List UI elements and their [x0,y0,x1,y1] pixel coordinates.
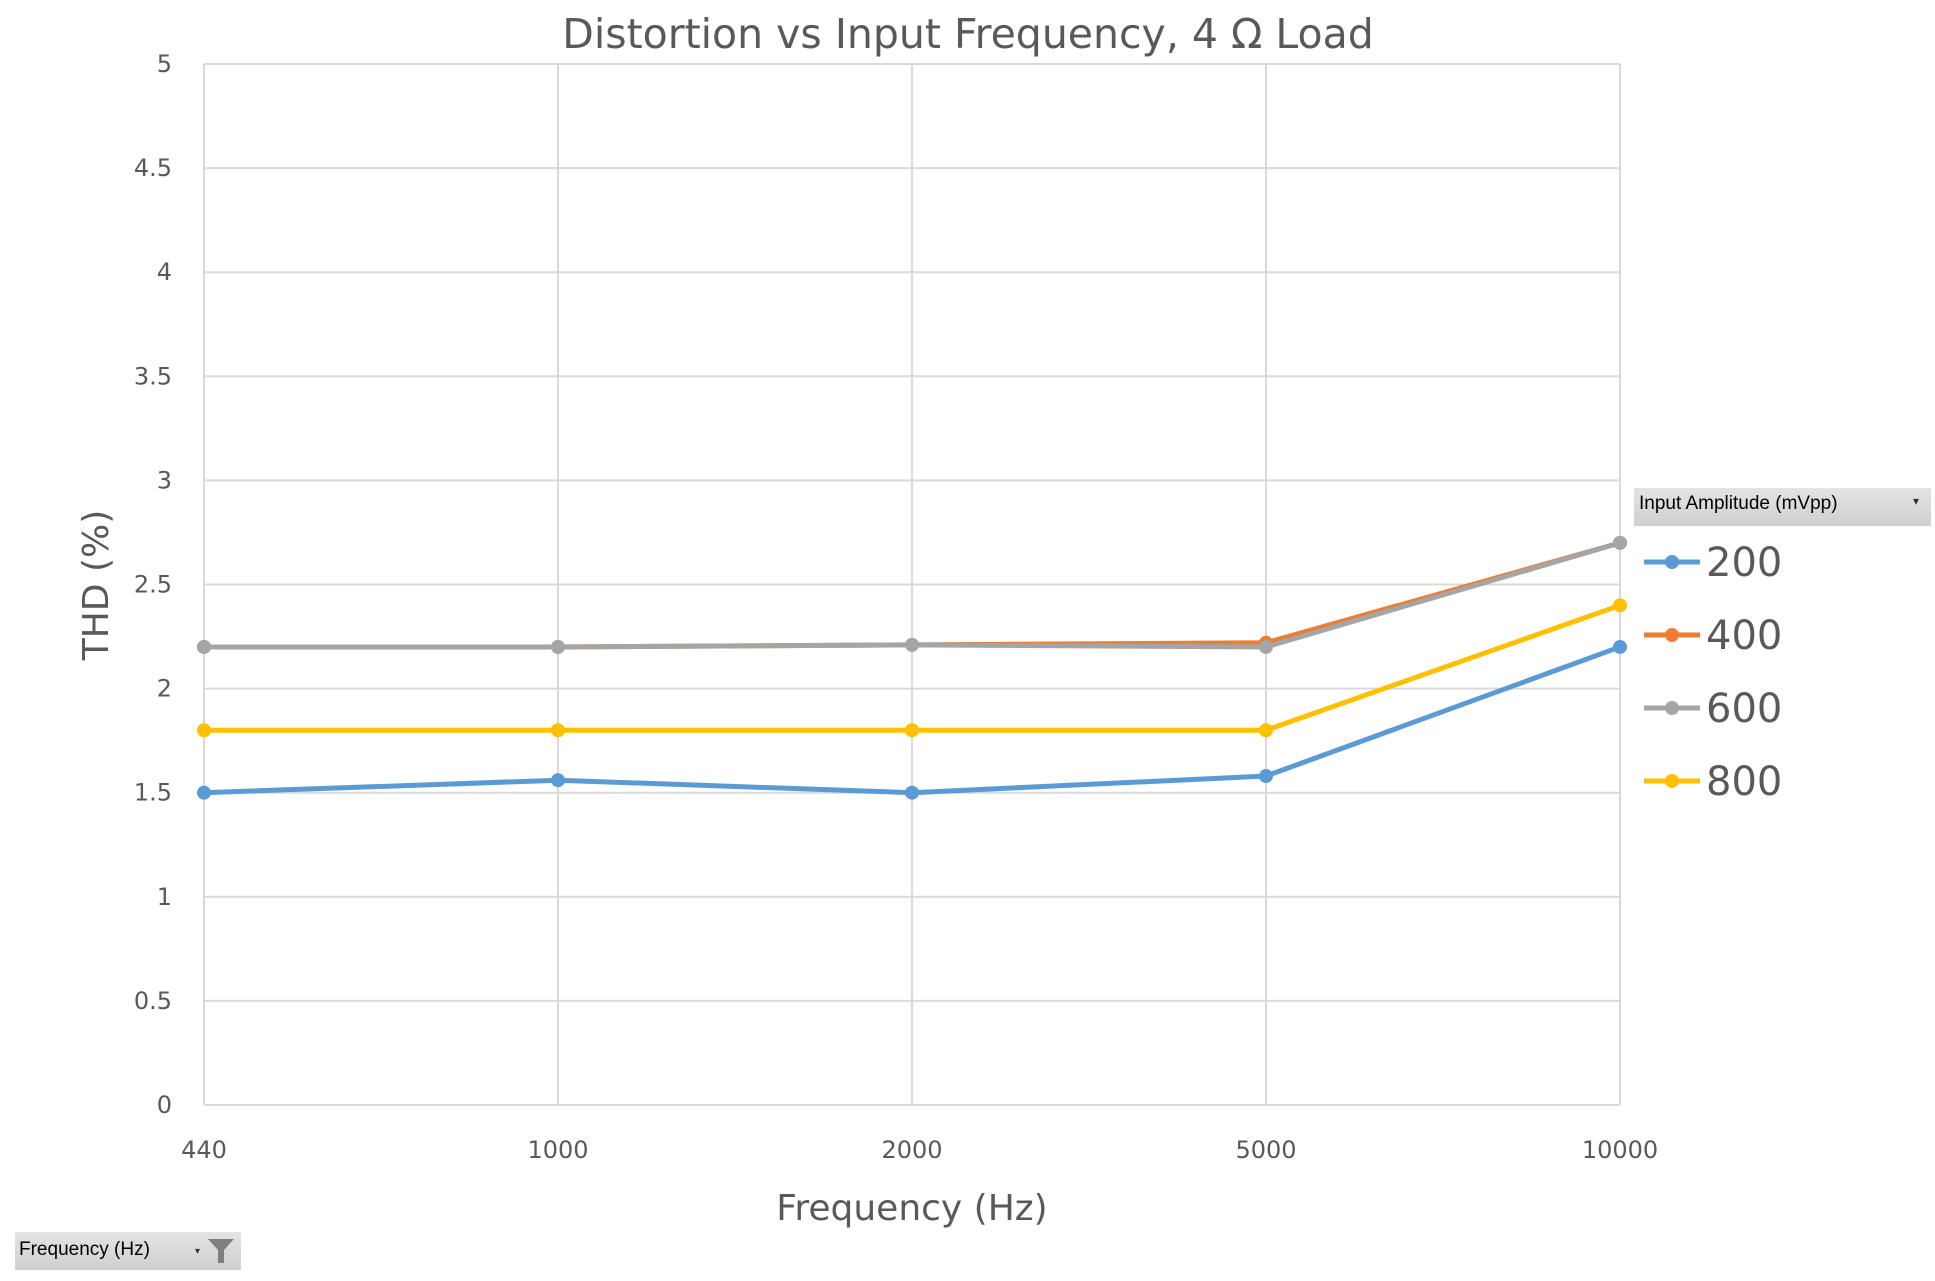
legend-label: 800 [1706,759,1782,805]
x-tick-label: 10000 [1582,1136,1658,1164]
legend-label: 600 [1706,686,1782,732]
chart-title: Distortion vs Input Frequency, 4 Ω Load [562,10,1373,58]
y-tick-label: 4 [157,258,172,286]
x-tick-label: 2000 [881,1136,942,1164]
legend-title: Input Amplitude (mVpp) [1639,493,1838,514]
frequency-filter-button[interactable]: Frequency (Hz) ▾ [15,1232,241,1270]
legend-label: 400 [1706,613,1782,659]
legend-item-600: 600 [1644,686,1782,732]
x-tick-label: 440 [181,1136,227,1164]
legend-label: 200 [1706,540,1782,586]
data-point [551,773,565,788]
series-600 [197,535,1627,654]
data-point [1259,639,1273,654]
x-axis-label: Frequency (Hz) [776,1188,1047,1229]
legend-field-button[interactable]: Input Amplitude (mVpp) ▾ [1634,488,1931,526]
data-point [905,637,919,652]
legend-marker [1665,628,1679,642]
data-point [551,723,565,738]
y-tick-label: 5 [157,50,172,78]
series-200 [197,639,1627,800]
series-800 [197,598,1627,738]
y-tick-label: 0.5 [134,987,172,1015]
data-point [1259,769,1273,784]
y-tick-label: 1 [157,883,172,911]
legend-marker [1665,774,1679,788]
y-tick-label: 3 [157,466,172,494]
legend-item-200: 200 [1644,540,1782,586]
legend-item-800: 800 [1644,759,1782,805]
legend-item-400: 400 [1644,613,1782,659]
data-point [905,723,919,738]
dropdown-arrow-icon[interactable]: ▾ [195,1246,201,1257]
y-tick-label: 0 [157,1091,172,1119]
dropdown-arrow-icon[interactable]: ▾ [1912,494,1919,508]
data-point [197,639,211,654]
x-tick-label: 5000 [1235,1136,1296,1164]
y-tick-label: 1.5 [134,779,172,807]
data-point [551,639,565,654]
y-tick-label: 2 [157,675,172,703]
data-point [197,723,211,738]
data-point [1613,639,1627,654]
data-point [1259,723,1273,738]
data-point [905,785,919,800]
legend-marker [1665,555,1679,569]
y-tick-label: 2.5 [134,571,172,599]
y-tick-label: 3.5 [134,362,172,390]
data-point [1613,535,1627,550]
x-tick-label: 1000 [527,1136,588,1164]
filter-label: Frequency (Hz) [19,1239,150,1260]
y-axis-label: THD (%) [76,510,117,662]
legend-marker [1665,701,1679,715]
filter-icon[interactable] [207,1238,235,1264]
y-tick-label: 4.5 [134,154,172,182]
data-point [197,785,211,800]
data-point [1613,598,1627,613]
